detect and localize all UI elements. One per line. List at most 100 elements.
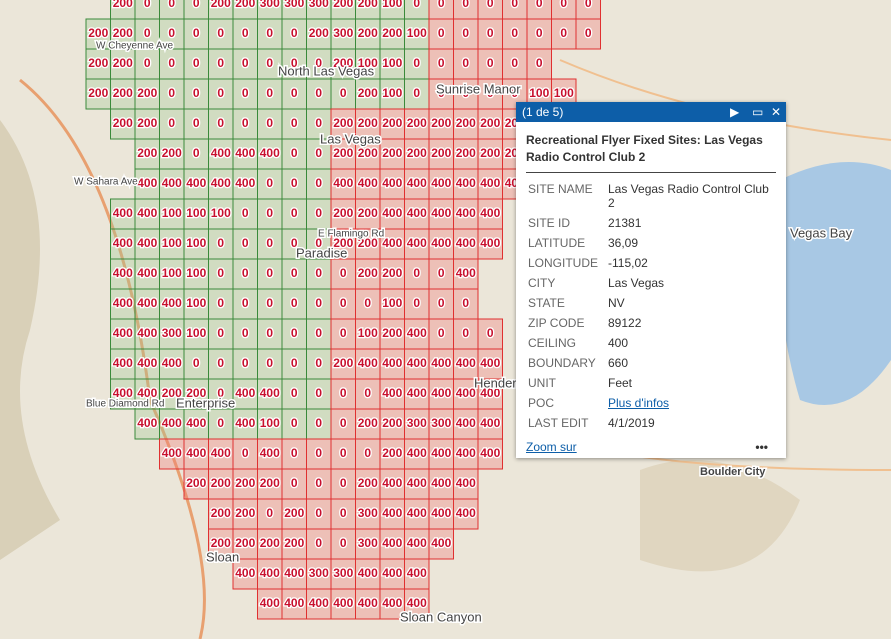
cell-value: 200 <box>407 146 427 160</box>
cell-value: 0 <box>438 56 445 70</box>
cell-value: 400 <box>137 266 157 280</box>
grid-cell <box>232 558 258 590</box>
cell-value: 400 <box>186 446 206 460</box>
grid-cell <box>208 168 234 200</box>
grid-cell <box>551 18 577 50</box>
cell-value: 0 <box>217 56 224 70</box>
cell-value: 0 <box>462 296 469 310</box>
cell-value: 400 <box>382 476 402 490</box>
cell-value: 0 <box>413 296 420 310</box>
cell-value: 400 <box>260 146 280 160</box>
cell-value: 400 <box>333 596 353 610</box>
cell-value: 400 <box>260 446 280 460</box>
grid-cell <box>159 138 185 170</box>
grid-cell <box>355 18 381 50</box>
grid-cell <box>379 588 405 620</box>
grid-cell <box>428 138 454 170</box>
cell-value: 0 <box>168 26 175 40</box>
grid-cell <box>330 498 356 530</box>
cell-value: 100 <box>162 236 182 250</box>
cell-value: 400 <box>456 206 476 220</box>
zoom-link[interactable]: Zoom sur <box>526 440 577 454</box>
cell-value: 200 <box>113 0 133 10</box>
cell-value: 0 <box>315 476 322 490</box>
grid-cell <box>257 528 283 560</box>
cell-value: 0 <box>364 386 371 400</box>
cell-value: 100 <box>358 326 378 340</box>
cell-value: 0 <box>364 446 371 460</box>
cell-value: 100 <box>554 86 574 100</box>
attribute-key: ZIP CODE <box>528 316 585 330</box>
grid-cell <box>110 18 136 50</box>
grid-cell <box>183 288 209 320</box>
grid-cell <box>404 468 430 500</box>
place-label: Boulder City <box>700 466 766 478</box>
cell-value: 0 <box>340 266 347 280</box>
cell-value: 400 <box>431 356 451 370</box>
cell-value: 400 <box>113 356 133 370</box>
cell-value: 400 <box>113 206 133 220</box>
cell-value: 100 <box>407 26 427 40</box>
cell-value: 200 <box>211 476 231 490</box>
grid-cell <box>159 48 185 80</box>
grid-cell <box>453 258 479 290</box>
grid-cell <box>404 378 430 410</box>
cell-value: 0 <box>217 266 224 280</box>
cell-value: 0 <box>487 0 494 10</box>
grid-cell <box>330 138 356 170</box>
grid-cell <box>306 108 332 140</box>
cell-value: 400 <box>113 266 133 280</box>
grid-cell <box>110 288 136 320</box>
cell-value: 400 <box>382 206 402 220</box>
grid-cell <box>183 258 209 290</box>
grid-cell <box>330 108 356 140</box>
cell-value: 200 <box>211 0 231 10</box>
attribute-value: NV <box>608 296 625 310</box>
grid-cell <box>159 108 185 140</box>
cell-value: 200 <box>358 146 378 160</box>
grid-cell <box>355 228 381 260</box>
close-button[interactable]: ✕ <box>771 105 782 119</box>
cell-value: 0 <box>511 26 518 40</box>
dock-button[interactable]: ▭ <box>752 105 764 119</box>
attribute-key: CEILING <box>528 336 577 350</box>
cell-value: 200 <box>358 236 378 250</box>
cell-value: 0 <box>438 86 445 100</box>
attribute-row: LATITUDE 36,09 <box>526 233 772 253</box>
cell-value: 0 <box>340 416 347 430</box>
grid-cell <box>208 408 234 440</box>
cell-value: 400 <box>260 386 280 400</box>
more-button[interactable]: ••• <box>755 440 768 454</box>
grid-cell <box>477 348 503 380</box>
attribute-row: CEILING 400 <box>526 333 772 353</box>
attribute-row: UNIT Feet <box>526 373 772 393</box>
cell-value: 400 <box>407 596 427 610</box>
cell-value: 300 <box>309 566 329 580</box>
grid-cell <box>134 288 160 320</box>
cell-value: 200 <box>186 386 206 400</box>
cell-value: 0 <box>242 56 249 70</box>
grid-cell <box>575 18 601 50</box>
grid-cell <box>232 18 258 50</box>
grid-cell <box>232 78 258 110</box>
cell-value: 200 <box>235 506 255 520</box>
grid-cell <box>379 288 405 320</box>
attribute-key: POC <box>528 396 555 410</box>
attribute-value: Las Vegas Radio Control Club 2 <box>608 182 769 210</box>
terrain <box>0 120 60 560</box>
cell-value: 0 <box>291 356 298 370</box>
cell-value: 200 <box>162 146 182 160</box>
attribute-value: Las Vegas <box>608 276 665 290</box>
cell-value: 200 <box>309 26 329 40</box>
cell-value: 200 <box>382 116 402 130</box>
cell-value: 400 <box>162 296 182 310</box>
grid-cell <box>134 348 160 380</box>
attribute-value[interactable]: Plus d'infos <box>608 396 669 410</box>
cell-value: 400 <box>456 506 476 520</box>
cell-value: 300 <box>284 0 304 10</box>
cell-value: 0 <box>242 86 249 100</box>
grid-cell <box>208 378 234 410</box>
grid-cell <box>208 138 234 170</box>
next-button[interactable]: ▶ <box>730 105 740 119</box>
